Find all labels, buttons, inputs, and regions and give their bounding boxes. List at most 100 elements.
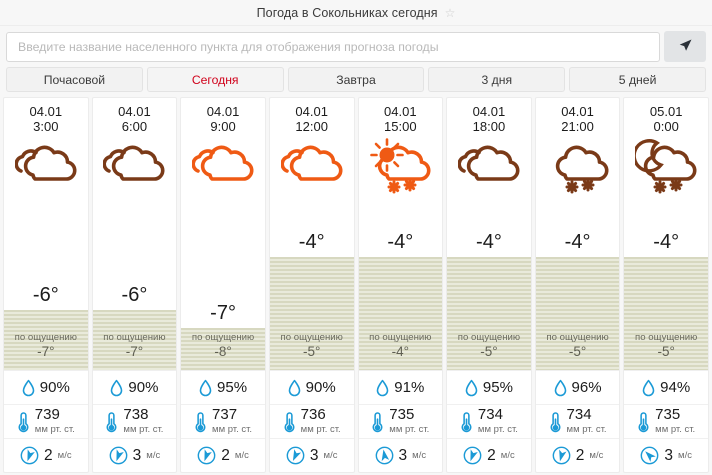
humidity-row: 90% — [269, 371, 354, 405]
feels-like-label: по ощущению — [635, 332, 698, 343]
forecast-date: 04.01 — [472, 104, 506, 119]
pressure-stack: 734 мм рт. ст. — [478, 407, 518, 436]
forecast-column[interactable]: 04.01 15:00 -4° по ощущению -4° 91% — [357, 97, 444, 473]
pressure-unit: мм рт. ст. — [34, 424, 75, 435]
feels-like: по ощущению -7° — [93, 332, 177, 360]
wind-direction-icon — [20, 446, 39, 465]
wind-direction-icon — [109, 446, 128, 465]
pressure-unit: мм рт. ст. — [566, 424, 607, 435]
metrics: 95% 737 мм рт. ст. 2 м/с — [181, 370, 265, 472]
pressure-row: 739 мм рт. ст. — [4, 405, 88, 439]
tab-3[interactable]: 3 дня — [428, 67, 566, 92]
pressure-value: 735 — [655, 406, 681, 423]
feels-like-label: по ощущению — [369, 332, 432, 343]
pressure-stack: 739 мм рт. ст. — [35, 407, 75, 436]
cloudy-icon — [93, 136, 177, 194]
water-drop-icon — [465, 379, 478, 397]
forecast-column[interactable]: 04.01 21:00 -4° по ощущению -5° 96% — [534, 97, 621, 473]
wind-speed-value: 3 — [132, 446, 142, 464]
feels-like-label: по ощущению — [14, 332, 77, 343]
wind-row: 3 м/с — [624, 439, 708, 472]
wind-unit: м/с — [146, 450, 161, 461]
water-drop-icon — [376, 379, 389, 397]
pressure-stack: 734 мм рт. ст. — [567, 407, 607, 436]
temperature-value: -4° — [653, 231, 680, 254]
forecast-column[interactable]: 04.01 6:00 -6° по ощущению -7° 90% — [91, 97, 178, 473]
forecast-time: 12:00 — [295, 119, 328, 134]
forecast-time: 9:00 — [210, 119, 236, 134]
feels-like-bar: по ощущению -5° — [624, 257, 708, 370]
forecast-columns: 04.01 3:00 -6° по ощущению -7° 90% — [0, 97, 712, 473]
wind-direction-icon — [197, 446, 216, 465]
cloudy-icon — [4, 136, 88, 194]
pressure-unit: мм рт. ст. — [389, 424, 430, 435]
locate-button[interactable] — [664, 31, 706, 62]
wind-unit: м/с — [678, 450, 692, 461]
tab-0[interactable]: Почасовой — [6, 67, 143, 92]
pressure-value: 737 — [212, 406, 238, 423]
feels-like-label: по ощущению — [280, 332, 343, 343]
moon-cloud-snow-icon — [624, 136, 708, 194]
pressure-unit: мм рт. ст. — [655, 424, 696, 435]
search-input[interactable] — [6, 31, 660, 62]
wind-speed-value: 2 — [575, 446, 585, 464]
wind-row: 2 м/с — [4, 439, 88, 472]
pressure-value: 735 — [389, 406, 415, 423]
forecast-column[interactable]: 04.01 12:00 -4° по ощущению -5° 90% — [268, 97, 355, 473]
humidity-row: 90% — [4, 371, 88, 405]
water-drop-icon — [554, 379, 567, 397]
tab-label: Сегодня — [191, 72, 239, 87]
metrics: 90% 736 мм рт. ст. 3 м/с — [269, 370, 354, 472]
temperature-value: -4° — [298, 231, 325, 254]
forecast-column[interactable]: 05.01 0:00 -4° по ощущению -5° 94% — [623, 97, 709, 473]
metrics: 91% 735 мм рт. ст. 3 м/с — [358, 370, 443, 472]
pressure-row: 735 мм рт. ст. — [624, 405, 708, 439]
feels-like-bar: по ощущению -5° — [535, 257, 620, 370]
humidity-row: 96% — [535, 371, 620, 405]
feels-like-value: -5° — [480, 344, 498, 359]
pressure-stack: 735 мм рт. ст. — [389, 407, 429, 436]
feels-like-bar: по ощущению -7° — [4, 310, 88, 370]
star-icon[interactable]: ☆ — [444, 5, 456, 20]
pressure-row: 737 мм рт. ст. — [181, 405, 265, 439]
wind-speed-value: 3 — [664, 446, 674, 464]
temperature-value: -4° — [387, 231, 414, 254]
forecast-date: 04.01 — [384, 104, 417, 119]
forecast-time: 21:00 — [561, 119, 594, 134]
temperature-block: -4° по ощущению -5° — [447, 194, 531, 370]
forecast-time: 0:00 — [653, 119, 679, 134]
tab-4[interactable]: 5 дней — [569, 67, 706, 92]
humidity-row: 91% — [358, 371, 443, 405]
tab-2[interactable]: Завтра — [287, 67, 425, 92]
humidity-value: 90% — [305, 379, 336, 396]
pressure-stack: 738 мм рт. ст. — [123, 407, 163, 436]
pressure-stack: 735 мм рт. ст. — [655, 407, 695, 436]
temperature-value: -6° — [32, 284, 59, 307]
feels-like: по ощущению -7° — [4, 332, 88, 360]
feels-like-bar: по ощущению -8° — [181, 327, 265, 370]
forecast-datetime: 04.01 15:00 — [359, 98, 443, 134]
humidity-row: 95% — [181, 371, 265, 405]
wind-unit: м/с — [500, 450, 515, 461]
wind-speed-value: 2 — [221, 446, 230, 464]
pressure-value: 738 — [123, 406, 149, 423]
feels-like-bar: по ощущению -5° — [269, 257, 354, 370]
forecast-column[interactable]: 04.01 18:00 -4° по ощущению -5° 95% — [446, 97, 532, 473]
tab-1[interactable]: Сегодня — [146, 67, 284, 92]
water-drop-icon — [288, 379, 301, 397]
forecast-date: 04.01 — [295, 104, 328, 119]
wind-speed-value: 2 — [44, 446, 53, 464]
pressure-unit: мм рт. ст. — [212, 424, 253, 435]
forecast-column[interactable]: 04.01 9:00 -7° по ощущению -8° 95% — [180, 97, 266, 473]
forecast-date: 05.01 — [649, 104, 683, 119]
humidity-row: 95% — [447, 371, 531, 405]
feels-like-value: -8° — [214, 344, 232, 359]
forecast-time: 15:00 — [384, 119, 417, 134]
feels-like-value: -4° — [391, 344, 410, 359]
wind-row: 2 м/с — [536, 439, 620, 472]
feels-like-bar: по ощущению -5° — [447, 257, 531, 370]
forecast-column[interactable]: 04.01 3:00 -6° по ощущению -7° 90% — [3, 97, 89, 473]
pressure-stack: 737 мм рт. ст. — [212, 407, 252, 436]
humidity-value: 95% — [217, 379, 248, 396]
